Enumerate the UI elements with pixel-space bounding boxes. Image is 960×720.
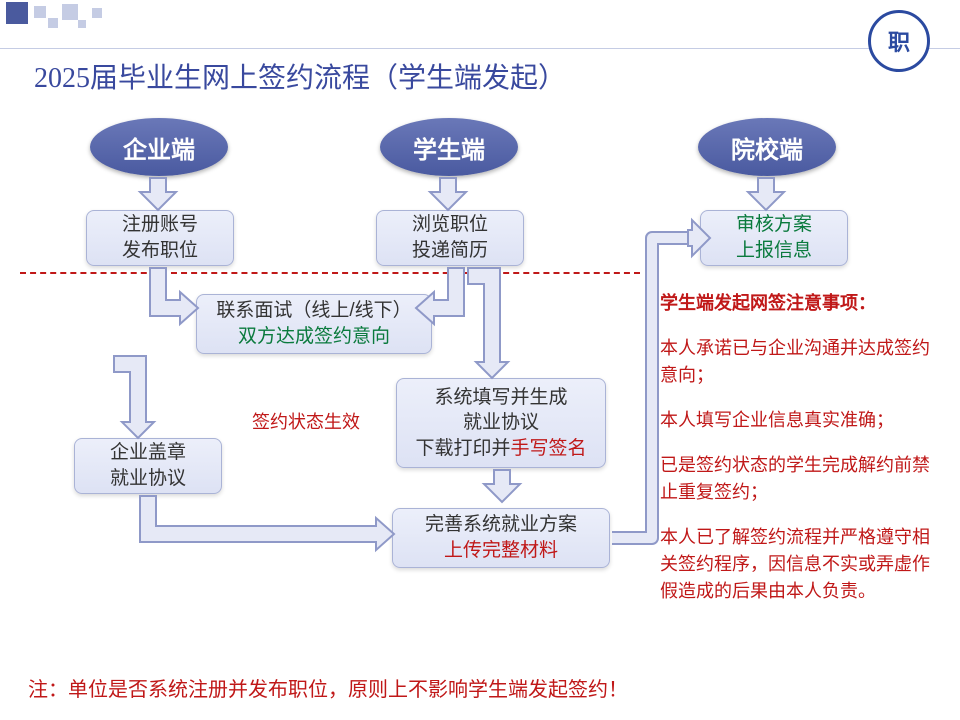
note-1: 本人承诺已与企业沟通并达成签约意向； <box>660 335 940 389</box>
pill-enterprise: 企业端 <box>90 118 228 176</box>
box-stamp: 企业盖章 就业协议 <box>74 438 222 494</box>
red-label-status: 签约状态生效 <box>252 408 360 434</box>
page-title: 2025届毕业生网上签约流程（学生端发起） <box>34 56 566 96</box>
pill-student: 学生端 <box>380 118 518 176</box>
box-agreement: 系统填写并生成 就业协议 下载打印并手写签名 <box>396 378 606 468</box>
decor-squares <box>0 0 180 48</box>
header-rule <box>0 48 960 49</box>
note-3: 已是签约状态的学生完成解约前禁止重复签约； <box>660 452 940 506</box>
box-audit: 审核方案 上报信息 <box>700 210 848 266</box>
notes-title: 学生端发起网签注意事项： <box>660 290 940 317</box>
dashed-divider <box>20 272 640 274</box>
box-register: 注册账号 发布职位 <box>86 210 234 266</box>
note-4: 本人已了解签约流程并严格遵守相关签约程序，因信息不实或弄虚作假造成的后果由本人负… <box>660 524 940 605</box>
notes-panel: 学生端发起网签注意事项： 本人承诺已与企业沟通并达成签约意向； 本人填写企业信息… <box>660 290 940 623</box>
school-logo: 职 <box>868 10 930 72</box>
note-2: 本人填写企业信息真实准确； <box>660 407 940 434</box>
footnote: 注：单位是否系统注册并发布职位，原则上不影响学生端发起签约！ <box>28 673 628 702</box>
box-browse: 浏览职位 投递简历 <box>376 210 524 266</box>
logo-glyph: 职 <box>888 25 910 57</box>
pill-school: 院校端 <box>698 118 836 176</box>
box-interview: 联系面试（线上/线下） 双方达成签约意向 <box>196 294 432 354</box>
box-upload: 完善系统就业方案 上传完整材料 <box>392 508 610 568</box>
